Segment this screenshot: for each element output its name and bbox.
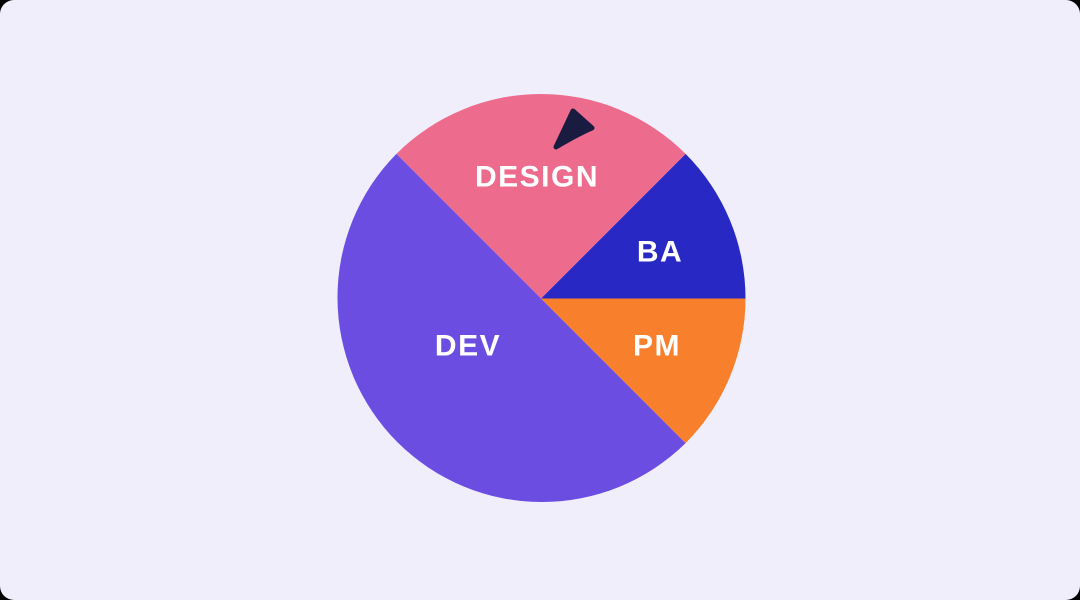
pie-slice-label-dev: DEV [435, 330, 501, 363]
pie-slice-label-design: DESIGN [475, 161, 599, 194]
pie-labels: BA DESIGN DEV PM [435, 161, 683, 363]
pie-slices [337, 94, 746, 503]
pie-slice-label-ba: BA [637, 236, 683, 269]
pie-slice-design [396, 94, 686, 299]
pie-slice-label-pm: PM [633, 330, 681, 363]
pie-slice-pm [541, 298, 746, 444]
cursor-arrow-icon [553, 108, 595, 150]
pie-slice-ba [541, 153, 746, 299]
pie-slice-dev [337, 153, 686, 503]
